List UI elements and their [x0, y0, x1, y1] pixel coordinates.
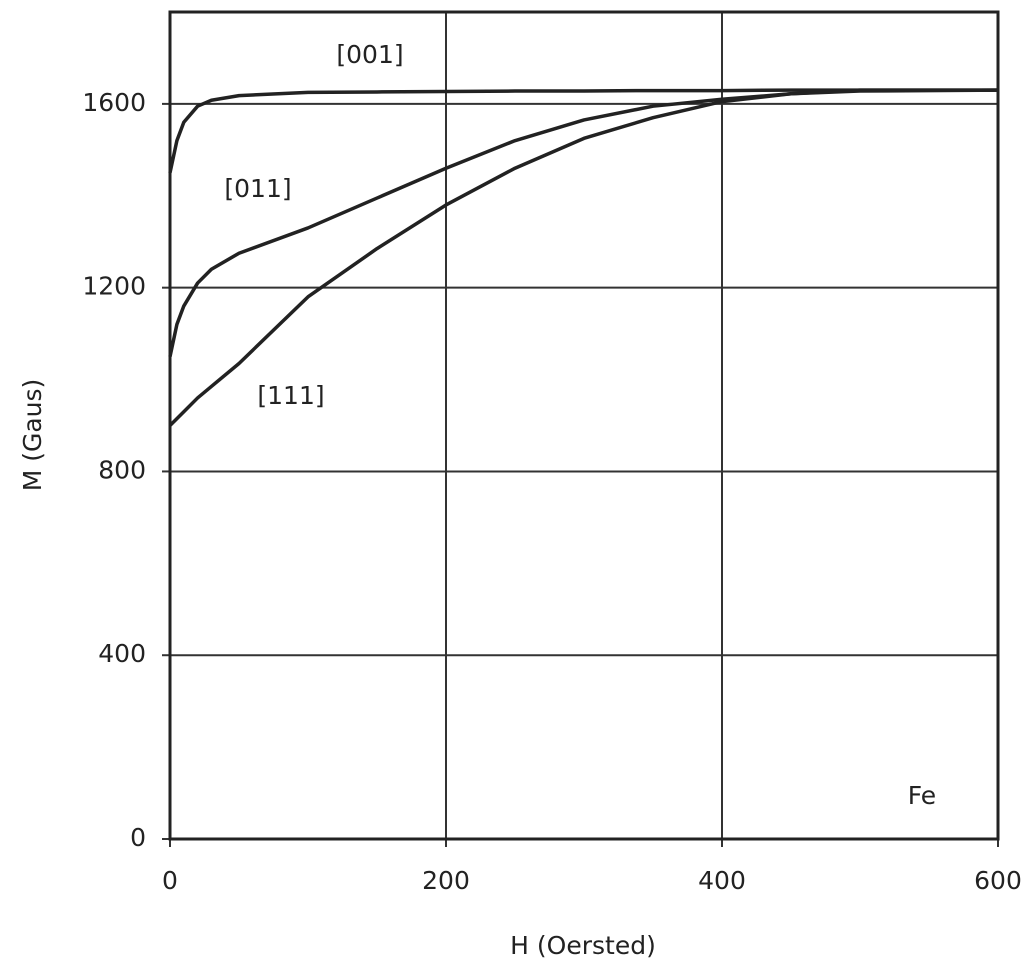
y-tick-label: 400 [98, 639, 146, 668]
series-label: [011] [224, 174, 291, 203]
x-tick-label: 600 [974, 866, 1022, 895]
series-label: [001] [336, 40, 403, 69]
data-line [168, 88, 998, 174]
x-tick-label: 0 [162, 866, 178, 895]
y-tick-label: 1200 [82, 272, 146, 301]
y-tick-label: 800 [98, 455, 146, 484]
annotation: Fe [908, 781, 936, 810]
x-tick-label: 400 [698, 866, 746, 895]
y-tick-label: 1600 [82, 88, 146, 117]
plot-frame [168, 10, 1000, 841]
data-line [168, 88, 998, 427]
y-tick-label: 0 [130, 823, 146, 852]
series-label: [111] [257, 381, 324, 410]
y-axis-label: M (Gaus) [18, 379, 47, 492]
x-axis-label: H (Oersted) [510, 931, 656, 960]
x-tick-label: 200 [422, 866, 470, 895]
data-line [168, 88, 999, 357]
